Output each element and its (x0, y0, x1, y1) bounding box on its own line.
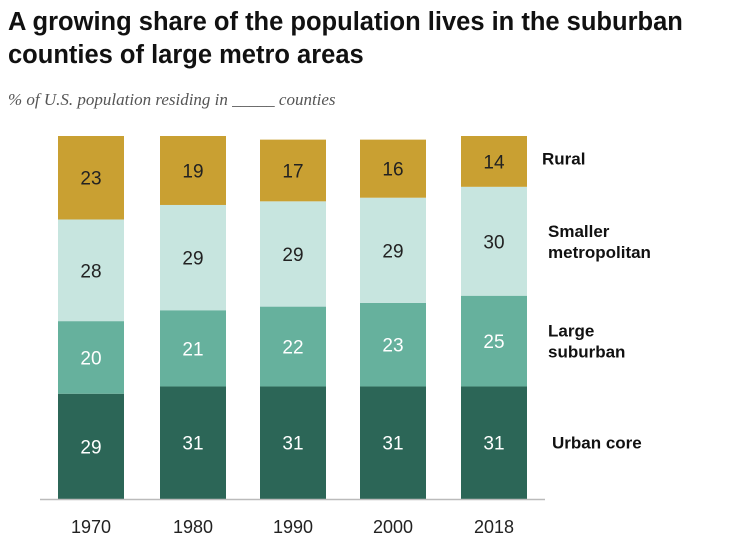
bar-rural-2000 (360, 139, 426, 198)
bar-urban-core-2000 (360, 386, 426, 499)
chart-title: A growing share of the population lives … (8, 8, 683, 69)
x-tick-label-2000: 2000 (373, 517, 413, 537)
bar-smaller-metropolitan-1990 (260, 201, 326, 307)
x-tick-label-1990: 1990 (273, 517, 313, 537)
bar-large-suburban-1980 (160, 310, 226, 387)
legend-label-urban-core: Urban core (552, 434, 642, 453)
bar-large-suburban-2000 (360, 302, 426, 387)
data-label-urban-core-2018: 31 (483, 434, 504, 455)
data-label-large-suburban-1970: 20 (80, 348, 101, 369)
legend-label-smaller-metropolitan-line-2: metropolitan (548, 243, 651, 262)
data-label-smaller-metropolitan-1980: 29 (182, 249, 203, 270)
x-tick-label-1980: 1980 (173, 517, 213, 537)
legend-label-large-suburban-line-1: Large (548, 322, 594, 341)
data-label-rural-1980: 19 (182, 161, 203, 182)
data-label-large-suburban-1980: 21 (182, 339, 203, 360)
chart-subtitle: % of U.S. population residing in _____ c… (8, 90, 336, 109)
bar-smaller-metropolitan-1970 (58, 219, 124, 322)
bar-large-suburban-1990 (260, 306, 326, 387)
bar-smaller-metropolitan-2018 (461, 186, 527, 296)
legend-label-large-suburban-line-2: suburban (548, 343, 625, 362)
legend-label-rural: Rural (542, 149, 585, 168)
x-tick-label-2018: 2018 (474, 517, 514, 537)
bar-rural-1970 (58, 136, 124, 220)
data-label-smaller-metropolitan-2018: 30 (483, 232, 504, 253)
legend-label-smaller-metropolitan-line-1: Smaller (548, 222, 610, 241)
data-label-rural-2018: 14 (483, 152, 505, 173)
data-label-urban-core-1970: 29 (80, 437, 101, 458)
bar-rural-1990 (260, 139, 326, 202)
bar-rural-1980 (160, 136, 226, 205)
bar-urban-core-1990 (260, 386, 326, 499)
data-label-large-suburban-1990: 22 (282, 338, 303, 359)
data-label-smaller-metropolitan-1970: 28 (80, 261, 101, 282)
bar-smaller-metropolitan-1980 (160, 204, 226, 311)
bar-rural-2018 (461, 136, 527, 187)
data-label-rural-1990: 17 (282, 161, 303, 182)
data-label-rural-1970: 23 (80, 169, 101, 190)
data-label-urban-core-1980: 31 (182, 434, 203, 455)
bar-urban-core-2018 (461, 386, 527, 499)
data-label-urban-core-2000: 31 (382, 434, 403, 455)
data-label-large-suburban-2018: 25 (483, 332, 504, 353)
data-label-urban-core-1990: 31 (282, 434, 303, 455)
bar-large-suburban-1970 (58, 321, 124, 394)
bar-urban-core-1970 (58, 393, 124, 499)
data-label-smaller-metropolitan-1990: 29 (282, 245, 303, 266)
bar-urban-core-1980 (160, 386, 226, 499)
bar-large-suburban-2018 (461, 295, 527, 387)
data-label-large-suburban-2000: 23 (382, 336, 403, 357)
bar-smaller-metropolitan-2000 (360, 197, 426, 303)
data-label-smaller-metropolitan-2000: 29 (382, 241, 403, 262)
data-label-rural-2000: 16 (382, 160, 403, 181)
x-tick-label-1970: 1970 (71, 517, 111, 537)
